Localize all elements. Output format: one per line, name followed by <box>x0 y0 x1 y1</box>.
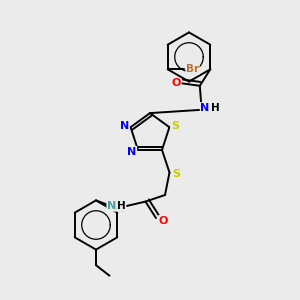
Text: S: S <box>171 121 179 131</box>
Text: N: N <box>128 146 136 157</box>
Text: O: O <box>171 78 181 88</box>
Text: H: H <box>211 103 220 113</box>
Text: N: N <box>107 201 116 211</box>
Text: N: N <box>200 103 209 113</box>
Text: Br: Br <box>186 64 199 74</box>
Text: N: N <box>120 121 129 131</box>
Text: O: O <box>159 215 168 226</box>
Text: H: H <box>117 201 126 211</box>
Text: S: S <box>172 169 180 179</box>
